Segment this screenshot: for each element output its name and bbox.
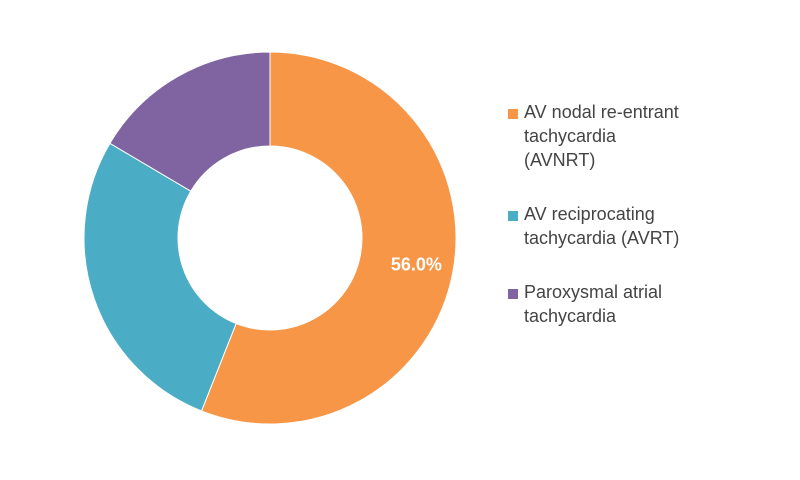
legend-swatch-2 <box>508 211 518 221</box>
slice-data-label-1: 56.0% <box>391 255 442 275</box>
legend-item-3: Paroxysmal atrial tachycardia <box>508 280 748 328</box>
legend: AV nodal re-entrant tachycardia (AVNRT) A… <box>508 100 748 358</box>
donut-slice-3 <box>109 51 271 192</box>
legend-label-2: AV reciprocating tachycardia (AVRT) <box>524 204 680 248</box>
donut-slice-1 <box>200 51 457 425</box>
slices-group <box>83 51 457 425</box>
legend-item-1: AV nodal re-entrant tachycardia (AVNRT) <box>508 100 748 172</box>
legend-item-2: AV reciprocating tachycardia (AVRT) <box>508 202 748 250</box>
donut-chart-svg: 56.0% <box>83 51 457 425</box>
legend-swatch-1 <box>508 109 518 119</box>
donut-slice-2 <box>83 142 237 412</box>
legend-label-3: Paroxysmal atrial tachycardia <box>524 282 663 326</box>
slice-labels-group: 56.0% <box>391 255 442 275</box>
legend-swatch-3 <box>508 289 518 299</box>
legend-label-1: AV nodal re-entrant tachycardia (AVNRT) <box>524 102 679 170</box>
